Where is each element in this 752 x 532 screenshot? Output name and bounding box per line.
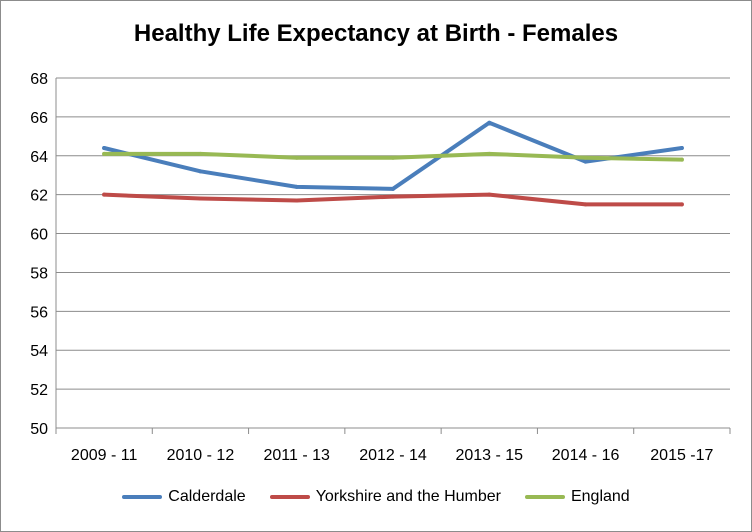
- data-point-s1-0: [102, 192, 107, 197]
- data-point-s0-2: [294, 184, 299, 189]
- data-point-s2-5: [583, 155, 588, 160]
- data-point-s0-6: [679, 146, 684, 150]
- legend-item-yorkshire: Yorkshire and the Humber: [269, 488, 501, 506]
- y-tick-label-7: 64: [30, 149, 48, 166]
- data-point-s1-6: [679, 202, 684, 207]
- data-point-s0-1: [198, 169, 203, 174]
- data-point-s1-4: [487, 192, 492, 197]
- legend-swatch-yorkshire: [269, 495, 310, 499]
- x-tick-label-5: 2014 - 16: [552, 447, 620, 464]
- data-point-s2-6: [679, 157, 684, 162]
- y-tick-label-3: 56: [30, 304, 48, 321]
- data-point-s2-2: [294, 155, 299, 160]
- data-point-s1-1: [198, 196, 203, 201]
- y-tick-label-0: 50: [30, 421, 48, 438]
- y-tick-label-2: 54: [30, 343, 48, 360]
- y-tick-label-1: 52: [30, 382, 48, 399]
- data-point-s1-3: [391, 194, 395, 199]
- y-tick-label-4: 58: [30, 265, 48, 282]
- legend-label-yorkshire: Yorkshire and the Humber: [315, 488, 501, 505]
- data-point-s0-0: [102, 146, 107, 150]
- data-point-s1-2: [294, 198, 299, 203]
- data-point-s0-3: [391, 186, 395, 191]
- x-tick-label-2: 2011 - 13: [264, 447, 331, 464]
- data-point-s2-3: [391, 155, 395, 160]
- x-tick-label-6: 2015 -17: [650, 447, 713, 464]
- data-point-s0-5: [583, 159, 588, 164]
- legend-item-calderdale: Calderdale: [122, 488, 246, 506]
- legend-label-calderdale: Calderdale: [168, 488, 246, 505]
- data-point-s2-4: [487, 151, 492, 156]
- legend-swatch-england: [524, 495, 565, 499]
- data-point-s2-0: [102, 151, 107, 156]
- data-point-s2-1: [198, 151, 203, 156]
- legend-label-england: England: [570, 488, 630, 505]
- legend-swatch-calderdale: [122, 495, 163, 499]
- y-tick-label-8: 66: [30, 110, 48, 127]
- x-tick-label-3: 2012 - 14: [359, 447, 427, 464]
- chart-title: Healthy Life Expectancy at Birth - Femal…: [133, 20, 619, 47]
- y-tick-label-9: 68: [30, 71, 48, 88]
- legend-item-england: England: [524, 488, 630, 506]
- data-point-s0-4: [487, 120, 492, 125]
- data-point-s1-5: [583, 202, 588, 207]
- x-tick-label-1: 2010 - 12: [167, 447, 235, 464]
- x-tick-label-4: 2013 - 15: [455, 447, 523, 464]
- chart-legend: Calderdale Yorkshire and the Humber Engl…: [0, 488, 752, 506]
- y-tick-label-5: 60: [30, 227, 48, 244]
- y-tick-label-6: 62: [30, 188, 48, 205]
- x-tick-label-0: 2009 - 11: [71, 447, 138, 464]
